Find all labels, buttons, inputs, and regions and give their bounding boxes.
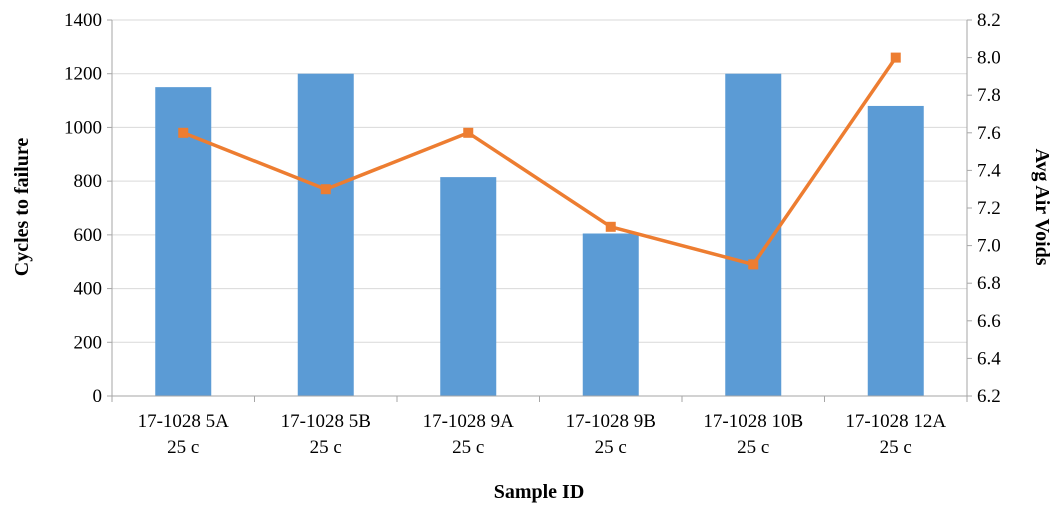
y2-tick-label: 6.8 xyxy=(977,273,1001,294)
line-marker xyxy=(748,259,759,270)
y2-tick-label: 6.4 xyxy=(977,348,1001,369)
y-tick-label: 0 xyxy=(93,386,103,407)
bar-series xyxy=(155,73,924,397)
x-axis-title: Sample ID xyxy=(494,481,585,503)
axes xyxy=(107,19,968,402)
bar xyxy=(297,73,354,396)
line-marker xyxy=(320,184,331,195)
y-tick-label: 600 xyxy=(74,225,103,246)
x-tick-label: 17-1028 10B xyxy=(703,411,803,432)
x-tick-label: 17-1028 5A xyxy=(138,411,230,432)
x-tick-label: 25 c xyxy=(452,437,484,458)
y2-tick-label: 8.2 xyxy=(977,10,1001,31)
y2-tick-label: 6.6 xyxy=(977,311,1001,332)
y2-tick-label: 7.0 xyxy=(977,236,1001,257)
y2-tick-label: 7.8 xyxy=(977,85,1001,106)
x-tick-label: 25 c xyxy=(737,437,769,458)
bar xyxy=(440,177,497,396)
y2-tick-label: 7.6 xyxy=(977,123,1001,144)
line-marker xyxy=(463,127,474,138)
x-tick-label: 17-1028 12A xyxy=(845,411,946,432)
y-tick-label: 200 xyxy=(74,332,103,353)
bar xyxy=(867,105,924,396)
grid-lines xyxy=(112,19,967,343)
x-tick-label: 25 c xyxy=(595,437,627,458)
y-axis-ticks: 0 200 400 600 800 1000 1200 1400 xyxy=(64,10,102,407)
y-tick-label: 400 xyxy=(74,279,103,300)
y-tick-label: 1000 xyxy=(64,117,102,138)
line-marker xyxy=(605,221,616,232)
x-tick-label: 25 c xyxy=(880,437,912,458)
x-tick-label: 17-1028 9B xyxy=(566,411,656,432)
line-path xyxy=(182,56,898,267)
x-tick-label: 25 c xyxy=(310,437,342,458)
line-marker xyxy=(178,127,189,138)
bar xyxy=(582,233,639,396)
y2-axis-ticks: 6.2 6.4 6.6 6.8 7.0 7.2 7.4 7.6 7.8 8.0 8.2 xyxy=(967,10,1001,407)
x-tick-label: 17-1028 9A xyxy=(423,411,515,432)
line-series xyxy=(178,52,901,270)
line-marker xyxy=(890,52,901,63)
y-tick-label: 1400 xyxy=(64,10,102,31)
y-tick-label: 1200 xyxy=(64,64,102,85)
y-axis-title: Cycles to failure xyxy=(11,138,33,277)
y-tick-label: 800 xyxy=(74,171,103,192)
y2-axis-title: Avg Air Voids xyxy=(1031,148,1053,265)
y2-tick-label: 6.2 xyxy=(977,386,1001,407)
y2-tick-label: 7.2 xyxy=(977,198,1001,219)
x-tick-label: 17-1028 5B xyxy=(281,411,371,432)
category-labels: 17-1028 5A 25 c 17-1028 5B 25 c 17-1028 9A 25… xyxy=(138,411,947,458)
y2-tick-label: 8.0 xyxy=(977,48,1001,69)
y2-tick-label: 7.4 xyxy=(977,160,1001,181)
x-tick-label: 25 c xyxy=(167,437,199,458)
